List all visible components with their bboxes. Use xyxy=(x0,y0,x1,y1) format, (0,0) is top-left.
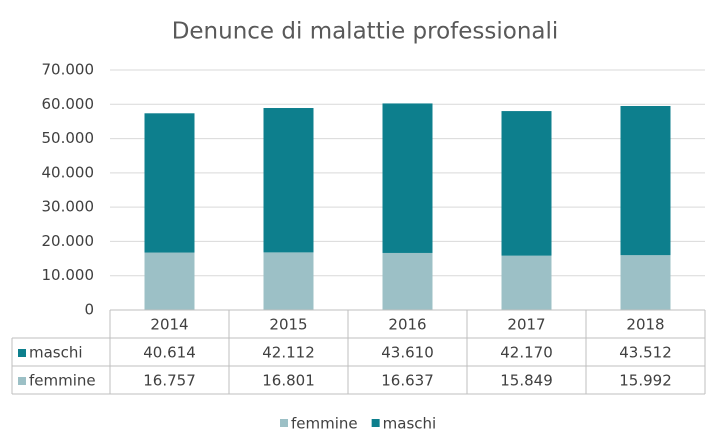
legend-key xyxy=(280,419,288,427)
legend-key xyxy=(371,419,380,427)
table-cell: 16.757 xyxy=(143,372,196,390)
y-tick-label: 10.000 xyxy=(42,266,95,284)
bar-segment xyxy=(620,255,671,310)
bar-segment xyxy=(263,252,314,310)
table-cell: 16.637 xyxy=(381,372,434,390)
table-cell: 15.992 xyxy=(619,372,672,390)
table-row-label: maschi xyxy=(29,344,83,362)
bar-segment xyxy=(144,113,195,253)
x-tick-label: 2014 xyxy=(150,316,188,334)
table-legend-key xyxy=(18,377,26,385)
table-cell: 40.614 xyxy=(143,344,196,362)
table-legend-key xyxy=(18,349,26,357)
x-tick-label: 2015 xyxy=(269,316,307,334)
bar-segment xyxy=(501,255,552,310)
y-tick-label: 50.000 xyxy=(42,129,95,147)
y-tick-label: 40.000 xyxy=(42,163,95,181)
x-tick-label: 2018 xyxy=(626,316,664,334)
bar-segment xyxy=(501,111,552,256)
y-tick-label: 0 xyxy=(84,301,94,319)
table-cell: 16.801 xyxy=(262,372,315,390)
y-tick-label: 60.000 xyxy=(42,95,95,113)
bar-segment xyxy=(263,108,314,253)
table-cell: 43.512 xyxy=(619,344,672,362)
table-row-label: femmine xyxy=(29,372,96,390)
y-tick-label: 30.000 xyxy=(42,198,95,216)
bar-segment xyxy=(382,103,433,253)
table-cell: 43.610 xyxy=(381,344,434,362)
bar-segment xyxy=(620,105,671,256)
y-tick-label: 70.000 xyxy=(42,61,95,79)
chart-title: Denunce di malattie professionali xyxy=(172,19,559,45)
legend-label: maschi xyxy=(383,415,437,432)
bar-segment xyxy=(382,252,433,310)
x-tick-label: 2017 xyxy=(507,316,545,334)
table-cell: 42.112 xyxy=(262,344,315,362)
table-cell: 15.849 xyxy=(500,372,553,390)
table-cell: 42.170 xyxy=(500,344,553,362)
bar-segment xyxy=(144,252,195,310)
x-tick-label: 2016 xyxy=(388,316,426,334)
legend-label: femmine xyxy=(291,415,358,432)
y-tick-label: 20.000 xyxy=(42,232,95,250)
